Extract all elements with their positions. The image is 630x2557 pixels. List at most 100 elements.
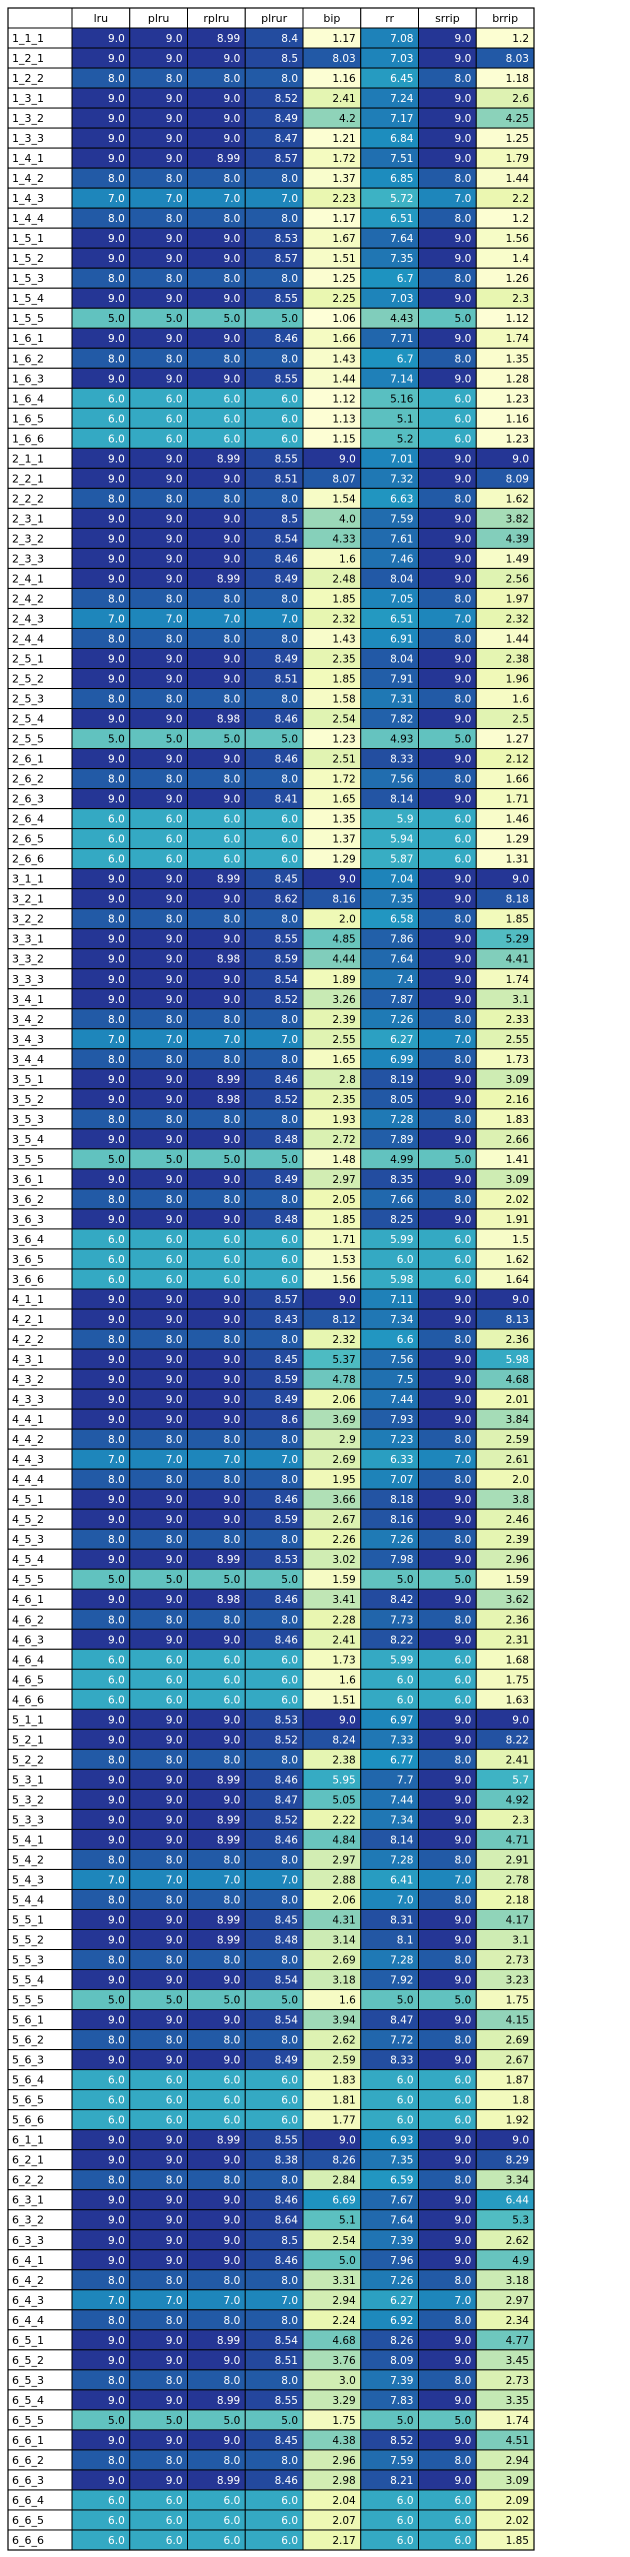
cell-value: 8.0	[455, 1014, 472, 1026]
cell-value: 9.0	[108, 2255, 125, 2267]
cell-value: 5.0	[455, 2415, 472, 2427]
cell-value: 8.49	[275, 1394, 298, 1406]
cell-value: 6.0	[224, 433, 241, 445]
cell-value: 6.58	[390, 914, 413, 926]
cell-value: 8.51	[275, 2355, 298, 2367]
cell-value: 6.0	[224, 1674, 241, 1686]
cell-value: 9.0	[455, 1975, 472, 1987]
cell-value: 2.39	[506, 1534, 529, 1546]
row-label: 1_5_3	[12, 272, 44, 285]
cell-value: 6.0	[397, 1254, 414, 1266]
cell-value: 2.01	[506, 1394, 529, 1406]
cell-value: 6.0	[281, 2515, 298, 2527]
row-label: 3_4_2	[12, 1013, 44, 1026]
cell-value: 9.0	[224, 53, 241, 65]
row-label: 4_4_3	[12, 1453, 44, 1466]
cell-value: 8.09	[506, 473, 529, 485]
cell-value: 6.0	[455, 393, 472, 405]
cell-value: 8.0	[281, 1334, 298, 1346]
cell-value: 6.0	[166, 2095, 183, 2107]
cell-value: 9.0	[224, 894, 241, 906]
cell-value: 2.02	[506, 1194, 529, 1206]
cell-value: 8.0	[166, 1614, 183, 1626]
cell-value: 9.0	[108, 1714, 125, 1726]
cell-value: 7.0	[108, 1034, 125, 1046]
cell-value: 5.0	[281, 1574, 298, 1586]
cell-value: 9.0	[166, 2195, 183, 2207]
cell-value: 1.54	[332, 493, 356, 505]
cell-value: 6.0	[455, 2095, 472, 2107]
cell-value: 8.0	[455, 1955, 472, 1967]
cell-value: 5.9	[397, 814, 414, 826]
row-label: 2_3_2	[12, 532, 44, 545]
cell-value: 1.97	[506, 593, 529, 605]
cell-value: 7.17	[390, 113, 413, 125]
cell-value: 2.38	[506, 654, 529, 666]
cell-value: 9.0	[224, 1514, 241, 1526]
cell-value: 9.0	[455, 1174, 472, 1186]
cell-value: 7.05	[390, 593, 413, 605]
cell-value: 8.35	[390, 1174, 413, 1186]
cell-value: 1.71	[332, 1234, 355, 1246]
cell-value: 8.47	[275, 1794, 298, 1806]
cell-value: 6.0	[281, 1654, 298, 1666]
cell-value: 8.12	[332, 1314, 355, 1326]
cell-value: 7.44	[390, 1394, 414, 1406]
cell-value: 9.0	[455, 1774, 472, 1786]
cell-value: 7.01	[390, 453, 413, 465]
cell-value: 8.0	[166, 1434, 183, 1446]
cell-value: 9.0	[108, 133, 125, 145]
row-label: 5_5_4	[12, 1974, 44, 1987]
cell-value: 1.87	[506, 2075, 529, 2087]
cell-value: 4.39	[506, 533, 529, 545]
cell-value: 8.0	[166, 694, 183, 706]
cell-value: 6.0	[397, 1694, 414, 1706]
cell-value: 9.0	[108, 2355, 125, 2367]
cell-value: 8.0	[224, 694, 241, 706]
cell-value: 9.0	[512, 1714, 529, 1726]
cell-value: 2.16	[506, 1094, 530, 1106]
cell-value: 8.0	[166, 2035, 183, 2047]
cell-value: 2.62	[332, 2035, 355, 2047]
cell-value: 7.35	[390, 2155, 413, 2167]
cell-value: 9.0	[455, 93, 472, 105]
cell-value: 9.0	[166, 1935, 183, 1947]
cell-value: 7.91	[390, 674, 413, 686]
cell-value: 7.44	[390, 1794, 414, 1806]
cell-value: 9.0	[224, 1314, 241, 1326]
cell-value: 2.59	[332, 2055, 355, 2067]
cell-value: 9.0	[224, 233, 241, 245]
row-label: 6_4_1	[12, 2254, 44, 2267]
cell-value: 1.85	[332, 593, 355, 605]
cell-value: 5.72	[390, 193, 413, 205]
cell-value: 8.0	[108, 353, 125, 365]
cell-value: 4.44	[332, 954, 356, 966]
cell-value: 7.0	[108, 2295, 125, 2307]
cell-value: 9.0	[108, 233, 125, 245]
cell-value: 8.0	[224, 173, 241, 185]
cell-value: 1.89	[332, 974, 355, 986]
row-label: 2_2_2	[12, 492, 44, 505]
cell-value: 8.0	[166, 1894, 183, 1906]
cell-value: 2.09	[506, 2495, 529, 2507]
cell-value: 1.06	[332, 313, 356, 325]
cell-value: 9.0	[455, 2055, 472, 2067]
cell-value: 9.0	[455, 1494, 472, 1506]
cell-value: 7.0	[455, 193, 472, 205]
cell-value: 7.34	[390, 1314, 414, 1326]
cell-value: 8.0	[108, 2275, 125, 2287]
cell-value: 6.0	[455, 854, 472, 866]
cell-value: 6.0	[281, 814, 298, 826]
cell-value: 9.0	[224, 1714, 241, 1726]
cell-value: 7.26	[390, 2275, 414, 2287]
cell-value: 6.0	[281, 1674, 298, 1686]
cell-value: 3.09	[506, 1074, 529, 1086]
cell-value: 2.18	[506, 1894, 529, 1906]
cell-value: 6.0	[224, 834, 241, 846]
cell-value: 9.0	[108, 2475, 125, 2487]
cell-value: 6.0	[166, 1274, 183, 1286]
row-label: 6_4_4	[12, 2314, 44, 2327]
cell-value: 7.7	[397, 1774, 414, 1786]
cell-value: 2.23	[332, 193, 355, 205]
cell-value: 2.34	[506, 2315, 530, 2327]
